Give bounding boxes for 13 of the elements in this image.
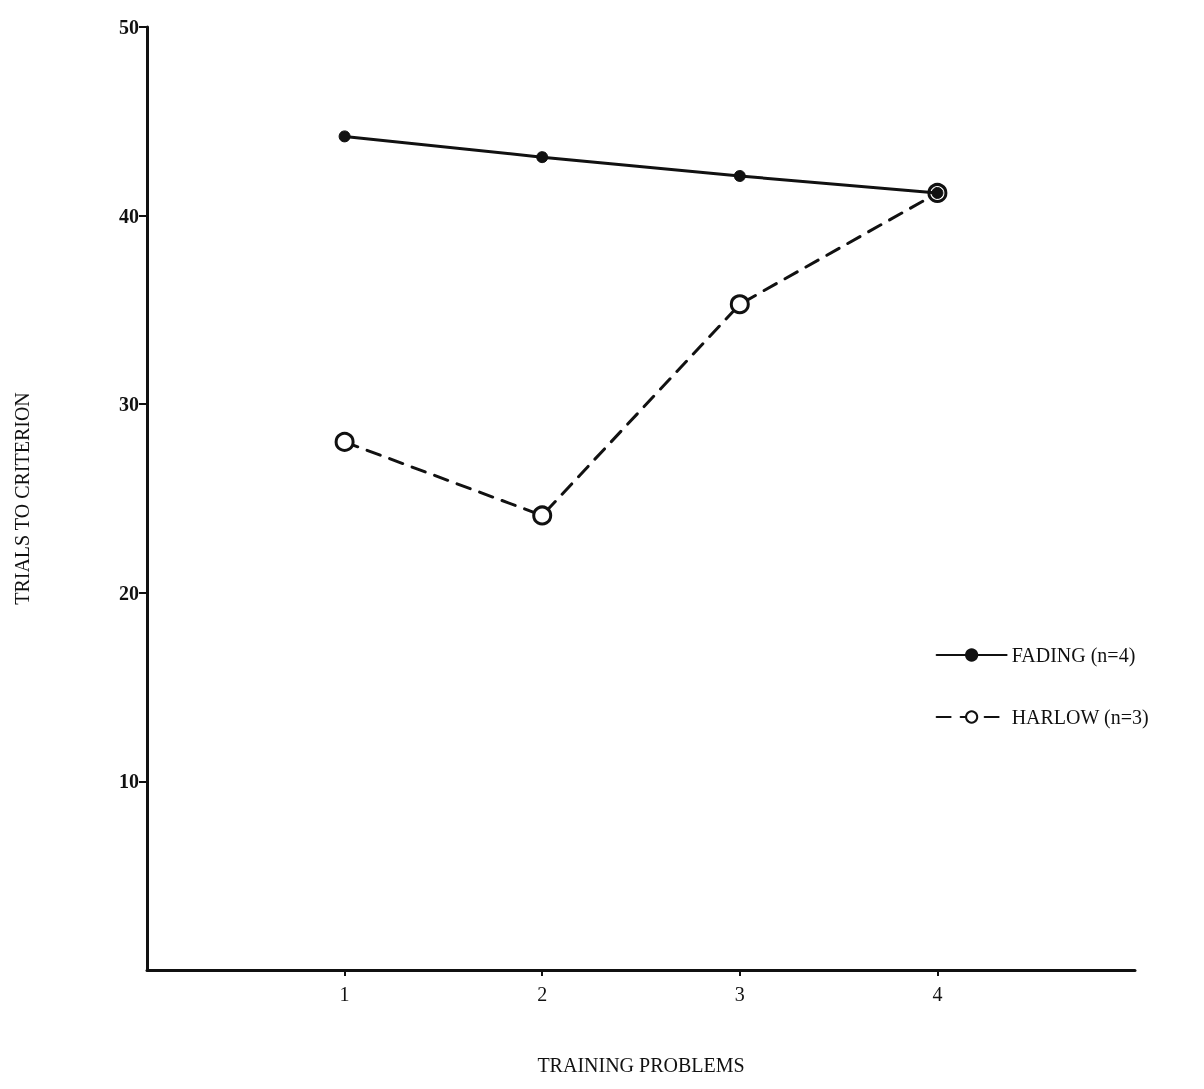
y-tick-label: 20	[119, 581, 139, 604]
y-tick-label: 50	[119, 16, 139, 38]
x-tick-label: 1	[339, 983, 350, 1005]
x-tick-label: 3	[734, 983, 745, 1005]
y-tick-label: 30	[119, 393, 139, 416]
y-tick-label: 10	[119, 770, 139, 793]
y-tick-label: 40	[119, 204, 139, 227]
legend-label: FADING (n=4)	[1011, 644, 1136, 667]
x-axis-title: TRAINING PROBLEMS	[537, 1054, 745, 1076]
legend-label: HARLOW (n=3)	[1011, 706, 1149, 729]
x-tick-label: 2	[537, 983, 548, 1005]
x-tick-label: 4	[932, 983, 943, 1005]
y-axis-title: TRIALS TO CRITERION	[11, 392, 33, 605]
